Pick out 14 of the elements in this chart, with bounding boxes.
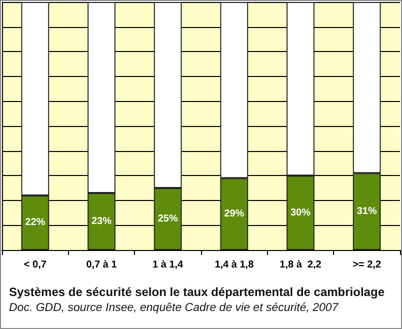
text: Doc. GDD, source Insee, enquête Cadre de vie et sécurité, 2007 [9, 302, 338, 314]
x-tick-label: < 0,7 [24, 260, 47, 270]
data-label: 29% [224, 208, 244, 220]
x-tick-label: 1 à 1,4 [152, 260, 184, 270]
data-label: 30% [290, 207, 311, 218]
text: Systèmes de sécurité selon le taux départemental de cambriolage [9, 285, 384, 299]
x-tick-label: 1,4 à 1,8 [214, 260, 254, 270]
data-label: 22% [25, 217, 46, 228]
data-label: 25% [158, 214, 178, 224]
x-tick-label: >= 2,2 [352, 260, 382, 270]
data-label: 31% [356, 206, 377, 218]
x-tick-label: 0,7 à 1 [86, 260, 118, 270]
data-label: 23% [91, 216, 112, 227]
x-tick-label: 1,8 à 2,2 [280, 260, 322, 270]
